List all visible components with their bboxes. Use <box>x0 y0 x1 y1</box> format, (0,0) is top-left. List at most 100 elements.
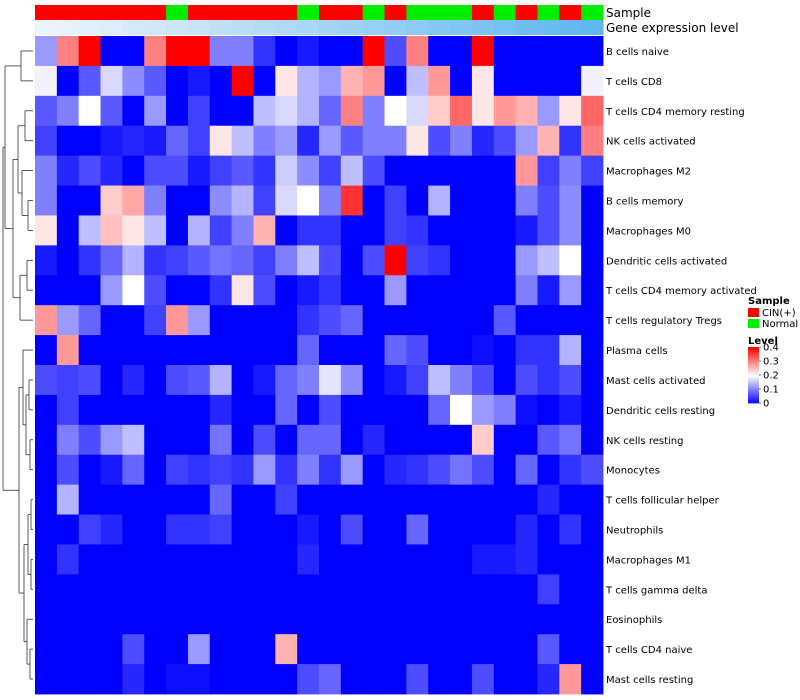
heatmap-cell <box>559 634 582 665</box>
heatmap-cell <box>187 335 211 366</box>
sample-annotation-cell <box>56 5 80 20</box>
heatmap-cell <box>187 454 211 486</box>
heatmap-cell <box>100 484 123 515</box>
expression-annotation-cell <box>35 20 58 35</box>
heatmap-cell <box>166 275 189 306</box>
heatmap-cell <box>166 424 189 456</box>
heatmap-cell <box>56 185 80 216</box>
heatmap-cell <box>515 95 538 127</box>
heatmap-cell <box>297 514 320 545</box>
heatmap-cell <box>581 305 604 336</box>
heatmap-cell <box>493 155 517 186</box>
heatmap-cell <box>122 95 145 127</box>
heatmap-cell <box>56 514 80 545</box>
heatmap-cell <box>471 514 495 545</box>
heatmap-cell <box>559 514 582 545</box>
colorbar-step <box>748 389 759 391</box>
heatmap-cell <box>471 664 495 695</box>
heatmap-cell <box>450 484 473 515</box>
heatmap-cell <box>559 185 582 216</box>
heatmap-cell <box>362 365 385 396</box>
heatmap-cell <box>319 185 342 216</box>
heatmap-cell <box>297 365 320 396</box>
heatmap-cell <box>166 634 189 665</box>
row-label: Monocytes <box>606 466 660 477</box>
colorbar-step <box>748 366 759 369</box>
heatmap-cell <box>428 125 451 157</box>
heatmap-cell <box>471 305 495 336</box>
heatmap-cell <box>209 544 233 575</box>
colorbar-step <box>748 375 759 377</box>
heatmap-cell <box>78 574 101 605</box>
heatmap-cell <box>450 125 473 157</box>
heatmap-cell <box>515 125 538 157</box>
heatmap-cell <box>450 424 473 456</box>
heatmap-cell <box>515 275 538 306</box>
heatmap-cell <box>253 275 276 306</box>
heatmap-cell <box>144 574 167 605</box>
heatmap-cell <box>581 155 604 186</box>
heatmap-cell <box>362 454 385 486</box>
expression-annotation-cell <box>362 20 386 35</box>
heatmap-cell <box>56 65 80 97</box>
heatmap-cell <box>187 634 211 665</box>
heatmap-cell <box>515 514 538 545</box>
heatmap-cell <box>100 245 123 276</box>
heatmap-cell <box>122 36 145 67</box>
heatmap-cell <box>100 125 123 157</box>
heatmap-cell <box>362 65 385 97</box>
heatmap-cell <box>100 514 123 545</box>
heatmap-cell <box>78 544 101 575</box>
heatmap-cell <box>428 514 451 545</box>
heatmap-cell <box>275 155 298 186</box>
row-label: T cells CD4 memory activated <box>605 286 757 297</box>
heatmap-cell <box>231 95 254 127</box>
row-label: T cells regulatory Tregs <box>605 316 722 327</box>
heatmap-cell <box>56 245 80 276</box>
heatmap-cell <box>515 215 538 246</box>
heatmap-cell <box>187 664 211 695</box>
heatmap-cell <box>515 36 538 67</box>
heatmap-cell <box>187 245 211 276</box>
heatmap-cell <box>275 65 298 97</box>
heatmap-cell <box>253 424 276 456</box>
heatmap-cell <box>340 365 364 396</box>
heatmap-cell <box>231 604 254 635</box>
heatmap-cell <box>231 335 254 366</box>
heatmap-cell <box>100 275 123 306</box>
legend-swatch-cin <box>748 308 759 317</box>
colorbar-step <box>748 363 759 366</box>
heatmap-cell <box>537 155 560 186</box>
heatmap-cell <box>122 544 145 575</box>
heatmap-cell <box>231 365 254 396</box>
heatmap-cell <box>209 484 233 515</box>
heatmap-cell <box>340 275 364 306</box>
heatmap-cell <box>450 155 473 186</box>
heatmap-cell <box>231 514 254 545</box>
heatmap-cell <box>362 604 385 635</box>
heatmap-cell <box>362 275 385 306</box>
heatmap-cell <box>166 544 189 575</box>
heatmap-cell <box>209 125 233 157</box>
heatmap-cell <box>493 305 517 336</box>
heatmap-cell <box>122 454 145 486</box>
sample-annotation-cell <box>515 5 538 20</box>
heatmap-cell <box>471 65 495 97</box>
heatmap-cell <box>56 365 80 396</box>
heatmap-cell <box>362 36 385 67</box>
heatmap-cell <box>537 514 560 545</box>
heatmap-cell <box>144 484 167 515</box>
colorbar-step <box>748 400 759 402</box>
heatmap-cell <box>144 155 167 186</box>
heatmap-cell <box>231 454 254 486</box>
heatmap-cell <box>187 514 211 545</box>
colorbar-step <box>748 387 759 390</box>
colorbar-step <box>748 390 759 393</box>
legend-swatch-normal <box>748 319 759 328</box>
heatmap-cell <box>231 305 254 336</box>
heatmap-cell <box>297 544 320 575</box>
heatmap-cell <box>493 245 517 276</box>
heatmap-cell <box>581 65 604 97</box>
heatmap-cell <box>35 275 58 306</box>
heatmap-cell <box>56 424 80 456</box>
